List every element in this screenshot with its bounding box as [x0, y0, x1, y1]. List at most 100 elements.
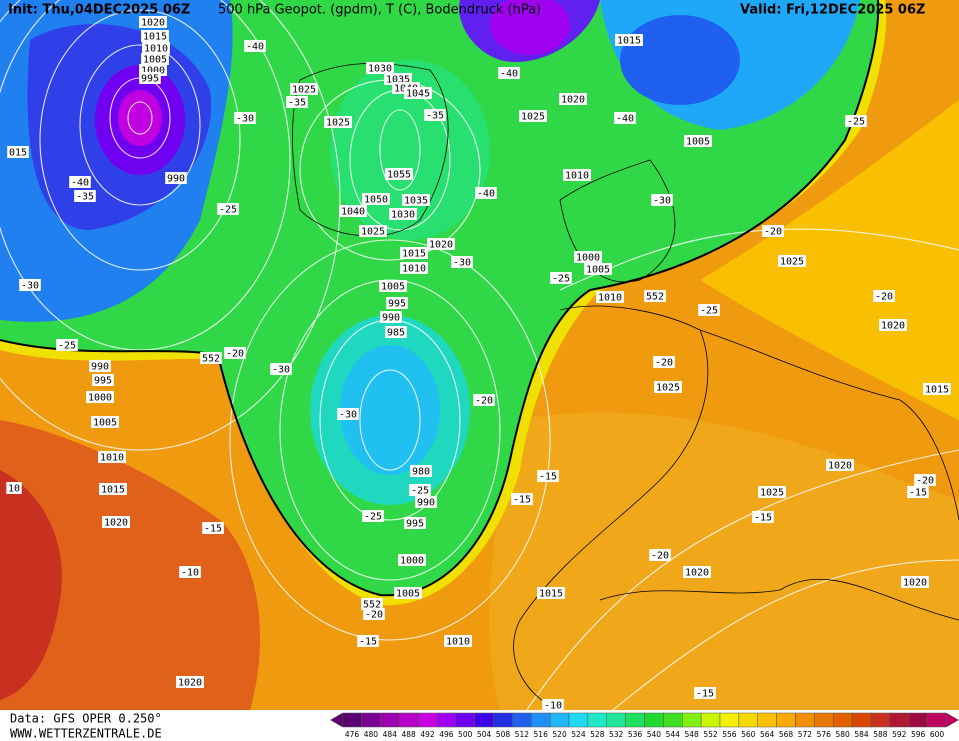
label-box [363, 608, 385, 620]
isobar-label: -40 [500, 69, 518, 80]
label-box [923, 383, 951, 395]
legend-swatch [870, 712, 891, 728]
label-box [386, 297, 408, 309]
label-box [649, 549, 671, 561]
isobar-label: 1010 [402, 264, 426, 275]
label-box [651, 194, 673, 206]
label-box [139, 16, 167, 28]
label-box [424, 109, 446, 121]
legend-swatch [606, 712, 626, 728]
isobar-label: 1050 [364, 195, 388, 206]
legend-swatch [625, 712, 645, 728]
isobar-label: -30 [453, 258, 471, 269]
isobar-label: 1015 [617, 36, 641, 47]
isobar-label: 1015 [539, 589, 563, 600]
label-box [644, 290, 666, 302]
isobar-label: -40 [616, 114, 634, 125]
label-box [56, 339, 78, 351]
isobar-label: -20 [764, 227, 782, 238]
label-box [385, 326, 407, 338]
label-box [400, 247, 428, 259]
isobar-label: 552 [363, 600, 381, 611]
legend-label: 572 [798, 730, 813, 739]
isobar-label: 1020 [104, 518, 128, 529]
isobar-label: 10 [8, 484, 20, 495]
legend-swatch [455, 712, 475, 728]
label-box [404, 517, 426, 529]
label-box [398, 554, 426, 566]
label-box [6, 482, 22, 494]
isobar-label: -20 [655, 358, 673, 369]
legend-label: 516 [534, 730, 549, 739]
isobar-label: -35 [76, 192, 94, 203]
isobar-label: -20 [226, 349, 244, 360]
legend-swatch [474, 712, 494, 728]
isobar-label: 990 [382, 313, 400, 324]
label-box [596, 291, 624, 303]
isobar-label: 1055 [387, 170, 411, 181]
isobar-label: 990 [417, 498, 435, 509]
legend-label: 568 [779, 730, 794, 739]
legend-label: 592 [892, 730, 907, 739]
legend-label: 504 [477, 730, 492, 739]
legend-label: 488 [401, 730, 416, 739]
site: WWW.WETTERZENTRALE.DE [10, 727, 162, 741]
isobar-label: 1020 [429, 240, 453, 251]
legend-label: 560 [741, 730, 756, 739]
isobar-label: 1005 [686, 137, 710, 148]
label-box [337, 408, 359, 420]
label-box [91, 416, 119, 428]
legend-swatch [587, 712, 608, 728]
isobar-label: 1015 [101, 485, 125, 496]
isobar-label: 552 [646, 292, 664, 303]
isobar-label: 990 [167, 174, 185, 185]
isobar-label: 985 [387, 328, 405, 339]
isobar-label: -30 [339, 410, 357, 421]
label-box [519, 110, 547, 122]
label-box [234, 112, 256, 124]
legend-label: 540 [647, 730, 662, 739]
isobar-label: 1025 [656, 383, 680, 394]
legend-label: 496 [439, 730, 454, 739]
isobar-label: -25 [700, 306, 718, 317]
isobar-label: 1005 [143, 55, 167, 66]
label-box [873, 290, 895, 302]
isobar-label: -20 [475, 396, 493, 407]
isobar-label: 1025 [760, 488, 784, 499]
isobar-label: -25 [847, 117, 865, 128]
legend-swatch [644, 712, 664, 728]
legend-swatch [776, 712, 796, 728]
label-box [427, 238, 455, 250]
isobar-label: -30 [653, 196, 671, 207]
isobar-label: 1020 [141, 18, 165, 29]
label-box [362, 510, 384, 522]
label-box [69, 176, 91, 188]
legend-label: 512 [515, 730, 530, 739]
valid-time: Valid: Fri,12DEC2025 06Z [740, 3, 925, 18]
legend-label: 564 [760, 730, 775, 739]
label-box [139, 72, 161, 84]
isobar-label: 1030 [391, 210, 415, 221]
isobar-label: -20 [916, 476, 934, 487]
legend-label: 532 [609, 730, 624, 739]
label-box [141, 30, 169, 42]
legend-swatch [927, 712, 947, 728]
label-box [339, 205, 367, 217]
label-box [907, 486, 929, 498]
isobar-label: 1020 [561, 95, 585, 106]
isobar-label: 1025 [521, 112, 545, 123]
legend-swatch [738, 712, 758, 728]
label-box [574, 251, 602, 263]
label-box [200, 352, 222, 364]
legend-swatch [851, 712, 872, 728]
label-box [762, 225, 784, 237]
legend-swatch [719, 712, 740, 728]
isobar-label: -15 [909, 488, 927, 499]
label-box [165, 172, 187, 184]
label-box [537, 587, 565, 599]
label-box [498, 67, 520, 79]
isobar-label: -15 [204, 524, 222, 535]
isobar-label: 1005 [396, 589, 420, 600]
label-box [559, 93, 587, 105]
isobar-label: 1010 [144, 44, 168, 55]
